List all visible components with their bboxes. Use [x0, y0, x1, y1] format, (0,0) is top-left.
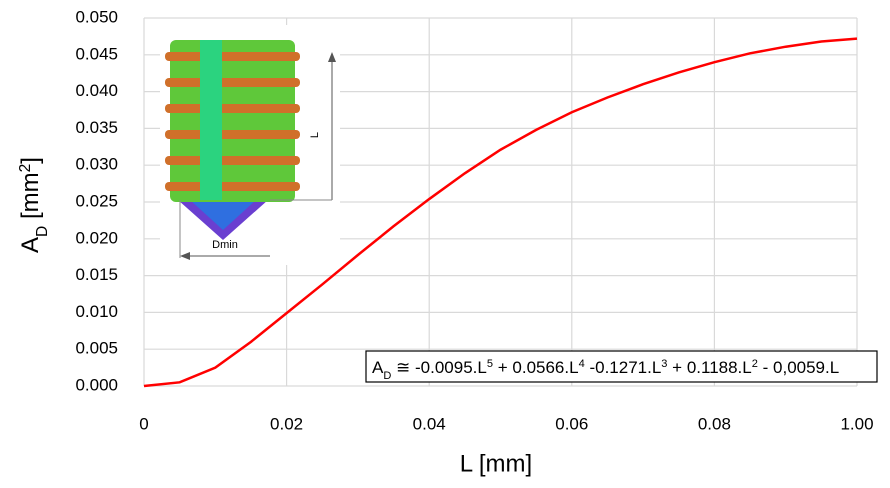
y-tick-label: 0.030: [75, 155, 118, 174]
x-tick-label: 0.06: [555, 414, 588, 433]
text-part: ≅ -0.0095.L: [391, 358, 487, 377]
screw-threads: [165, 52, 300, 191]
inset-label: L: [309, 132, 321, 138]
y-tick-label: 0.050: [75, 7, 118, 26]
equation-box: [365, 350, 878, 383]
text-part: 4: [579, 358, 585, 370]
text-part: - 0,0059.L: [758, 358, 839, 377]
screw-flute: [200, 40, 222, 200]
x-axis-title: L [mm]: [460, 450, 532, 477]
x-tick-label: 0: [139, 414, 148, 433]
x-tick-label: 0.02: [270, 414, 303, 433]
screw-body: [170, 40, 295, 202]
text-part: A: [17, 237, 44, 253]
y-tick-label: 0.010: [75, 302, 118, 321]
y-tick-label: 0.040: [75, 81, 118, 100]
y-tick-label: 0.015: [75, 265, 118, 284]
inset-image: L Dmin: [160, 25, 340, 265]
text-part: D: [383, 370, 391, 382]
y-tick-label: 0.020: [75, 228, 118, 247]
y-tick-label: 0.035: [75, 118, 118, 137]
text-part: 2: [752, 358, 758, 370]
screw-tip-shade: [190, 200, 256, 230]
text-part: D: [34, 226, 51, 237]
equation: AD ≅ -0.0095.L5 + 0.0566.L4 -0.1271.L3 +…: [372, 358, 839, 382]
text-part: 5: [487, 358, 493, 370]
y-tick-label: 0.005: [75, 339, 118, 358]
arrowhead: [328, 52, 336, 62]
text-part: 3: [661, 358, 667, 370]
text-part: + 0.0566.L: [493, 358, 579, 377]
inset-label: Dmin: [212, 239, 238, 251]
text-part: + 0.1188.L: [667, 358, 751, 377]
text-part: [mm: [17, 172, 44, 225]
y-tick-label: 0.045: [75, 44, 118, 63]
arrowhead: [180, 252, 190, 260]
text-part: 2: [17, 164, 34, 173]
x-tick-label: 0.04: [413, 414, 446, 433]
text-part: -0.1271.L: [585, 358, 662, 377]
y-tick-label: 0.025: [75, 191, 118, 210]
text-part: ]: [17, 157, 44, 164]
y-axis-title: AD [mm2]: [17, 157, 51, 253]
x-tick-label: 0.08: [698, 414, 731, 433]
x-tick-label: 1.00: [840, 414, 873, 433]
y-tick-label: 0.000: [75, 375, 118, 394]
data-line: [143, 37, 858, 388]
text-part: A: [372, 358, 384, 377]
